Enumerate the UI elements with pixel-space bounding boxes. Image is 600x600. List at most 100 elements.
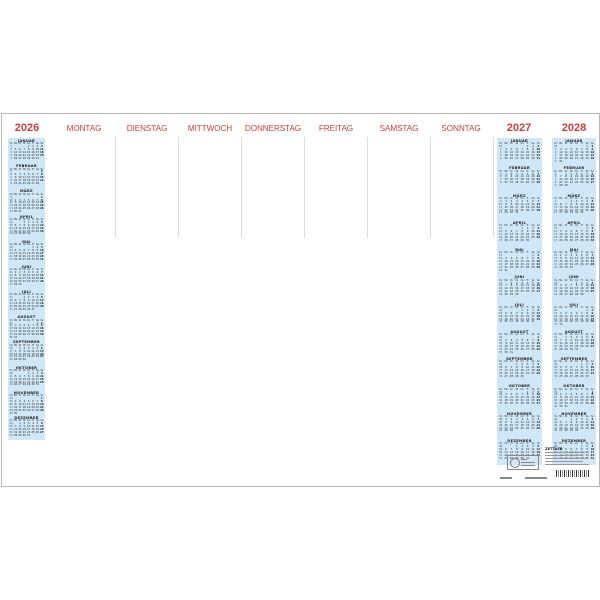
month-block: SEPTEMBER Wo Mo Di Mi Do Fr Sa So 35 1 2 3 4 5 36 6 7 8 9 10…	[497, 356, 542, 383]
day-number: 22	[536, 344, 541, 348]
day-number: 19	[40, 226, 44, 230]
day-number: 21	[35, 179, 40, 183]
day-number: 13	[35, 274, 40, 278]
weekday-abbr: Mo	[559, 387, 563, 391]
week-number: 30	[553, 320, 558, 324]
day-number: 6	[32, 198, 34, 202]
week-row: 33 14 15 16 17 18 19 20	[553, 342, 595, 346]
week-row: 18 3 4 5 6 7 8 9	[498, 257, 541, 261]
day-number: 22	[580, 372, 584, 376]
weekday-header-samstag: SAMSTAG	[379, 124, 419, 133]
day-number: 27	[574, 156, 579, 160]
mini-weekday-header: Wo Mo Di Mi Do Fr Sa So	[9, 268, 44, 272]
day-number: 8	[19, 425, 21, 429]
weekday-abbr: Wo	[499, 360, 503, 364]
day-number: 3	[515, 172, 518, 176]
weekday-abbr: Fr	[580, 169, 583, 173]
day-number: 19	[536, 450, 541, 454]
fsc-text-line	[521, 462, 535, 463]
day-number: 2	[526, 227, 529, 231]
week-row: 48 1 2 3	[553, 445, 595, 449]
weekday-abbr: Do	[575, 387, 579, 391]
day-number: 30	[13, 210, 18, 214]
day-number: 15	[580, 369, 584, 373]
day-number: 16	[559, 399, 563, 403]
day-number: 9	[515, 284, 518, 288]
day-number: 13	[27, 327, 31, 331]
day-number: 28	[504, 293, 508, 297]
week-row: 28 12 13 14 15 16 17 18	[498, 315, 541, 319]
mini-weekday-header: Wo Mo Di Mi Do Fr Sa So	[9, 143, 44, 146]
day-number: 17	[569, 260, 574, 264]
weekday-abbr: Mo	[13, 293, 18, 297]
day-number: 27	[22, 257, 26, 261]
day-number: 8	[27, 374, 30, 378]
weekday-abbr: Di	[18, 318, 22, 322]
month-name: OKTOBER	[563, 384, 585, 389]
day-number: 14	[22, 377, 26, 381]
day-number: 25	[504, 402, 508, 406]
weekday-abbr: So	[591, 142, 594, 146]
day-number: 20	[569, 372, 574, 376]
weekday-abbr: So	[40, 243, 44, 247]
weekday-abbr: Mi	[515, 442, 519, 446]
week-number: 31	[499, 338, 503, 342]
weekday-abbr: Wo	[499, 333, 503, 337]
weekday-abbr: Fr	[580, 360, 583, 364]
week-number: 36	[499, 366, 503, 370]
day-number: 22	[40, 179, 44, 183]
day-number: 20	[18, 380, 22, 384]
day-number: 24	[509, 347, 514, 351]
week-row: 35 28 29 30 31	[553, 348, 595, 352]
day-number: 4	[581, 172, 583, 176]
weekday-abbr: Wo	[499, 142, 503, 146]
day-number: 9	[521, 447, 524, 451]
day-number: 12	[22, 327, 26, 331]
week-row: 36 6 7 8 9 10 11 12	[498, 366, 541, 370]
day-number: 14	[18, 226, 22, 230]
day-number: 25	[520, 208, 524, 212]
day-number: 13	[504, 369, 508, 373]
day-number: 3	[19, 399, 21, 403]
weekday-abbr: Wo	[553, 224, 558, 228]
weekday-abbr: So	[536, 442, 540, 446]
day-number: 21	[536, 423, 541, 427]
day-number: 18	[31, 428, 35, 432]
day-number: 20	[564, 290, 568, 294]
day-number: 5	[27, 198, 30, 202]
day-number: 18	[585, 423, 589, 427]
week-number: 32	[499, 341, 503, 345]
week-number: 44	[9, 397, 13, 401]
weekday-abbr: Sa	[531, 360, 535, 364]
week-number: 18	[9, 232, 13, 236]
day-number: 22	[585, 235, 589, 239]
weekday-abbr: Mi	[515, 414, 519, 418]
day-number: 5	[505, 229, 507, 233]
day-number: 4	[581, 336, 583, 340]
day-number: 6	[19, 148, 21, 152]
day-number: 24	[515, 181, 519, 185]
week-row: 16 13 14 15 16 17 18 19	[9, 226, 44, 231]
day-number: 19	[531, 287, 535, 291]
day-number: 8	[14, 274, 17, 278]
day-number: 14	[525, 260, 530, 264]
week-row: 26 1 2 3 4	[498, 309, 541, 313]
day-number	[536, 352, 541, 355]
day-number: 27	[536, 290, 541, 294]
weekday-abbr: Mo	[559, 414, 563, 418]
week-row: 24 8 9 10 11 12 13 14	[9, 274, 44, 278]
day-number: 21	[504, 290, 508, 294]
week-row: 23 1 2 3 4 5 6 7	[9, 271, 44, 275]
week-row: 28 6 7 8 9 10 11 12	[9, 299, 44, 303]
week-row: 35 1 2 3	[553, 363, 595, 367]
weekday-abbr: Sa	[585, 278, 589, 282]
day-number: 17	[40, 251, 44, 255]
month-block: FEBRUAR Wo Mo Di Mi Do Fr Sa So 5 1 6 2 3 4 5 6 7 8 7 9 10 11 1…	[8, 163, 45, 188]
weekday-header-mittwoch: MITTWOCH	[187, 124, 233, 133]
weekday-abbr: Sa	[585, 305, 589, 309]
day-number: 10	[531, 311, 535, 315]
week-row: 40 4 5 6 7 8 9 10	[498, 394, 541, 397]
day-number: 22	[22, 229, 26, 233]
weekday-abbr: Fr	[580, 305, 583, 309]
